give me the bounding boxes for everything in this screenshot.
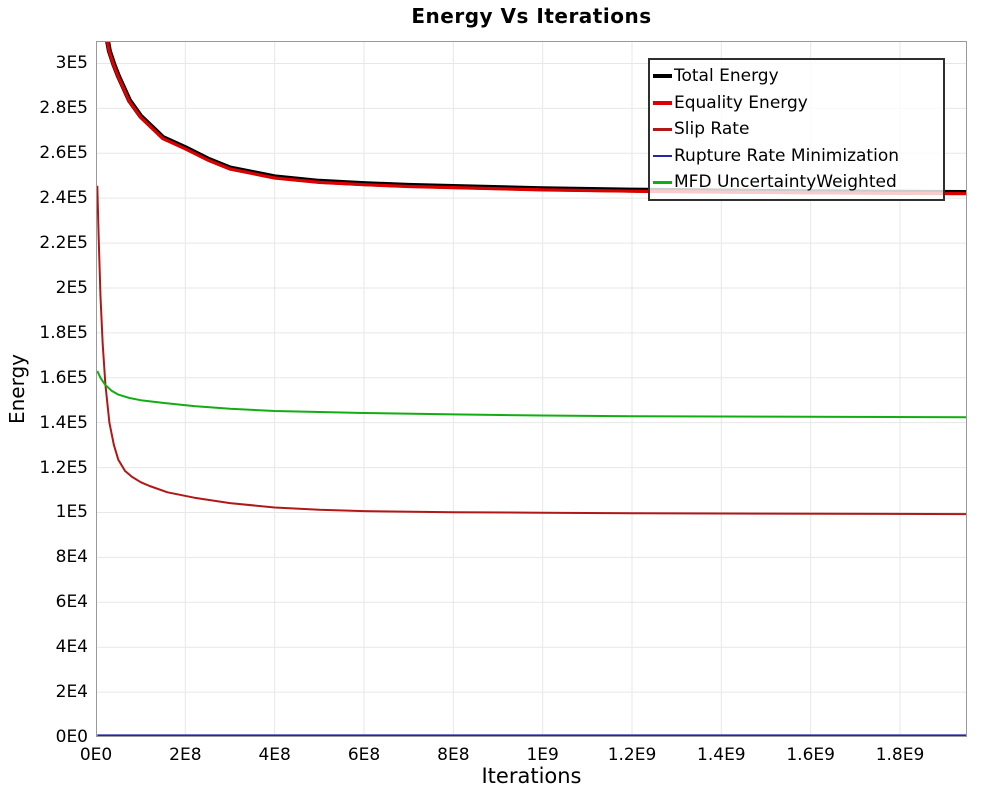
- legend-item-total-energy: Total Energy: [653, 63, 939, 90]
- legend-swatch: [653, 154, 672, 157]
- y-tick-label: 1.2E5: [39, 457, 88, 478]
- x-tick-label: 2E8: [169, 745, 202, 765]
- y-tick-label: 6E4: [55, 592, 88, 613]
- legend-swatch: [653, 128, 672, 131]
- y-tick-label: 2.2E5: [39, 233, 88, 254]
- x-axis-label: Iterations: [481, 764, 582, 788]
- y-tick-label: 2.8E5: [39, 98, 88, 119]
- y-tick-label: 2E4: [55, 682, 88, 703]
- x-tick-label: 0E0: [79, 745, 113, 765]
- legend-swatch: [653, 74, 672, 79]
- legend-label: Equality Energy: [674, 92, 808, 113]
- x-tick-label: 1.6E9: [786, 745, 835, 765]
- legend-item-equality-energy: Equality Energy: [653, 90, 939, 117]
- y-tick-label: 4E4: [55, 637, 88, 658]
- legend-label: Rupture Rate Minimization: [674, 145, 899, 166]
- y-tick-label: 8E4: [55, 547, 88, 568]
- legend-item-rupture-rate-minimization: Rupture Rate Minimization: [653, 143, 939, 170]
- plot-border: [96, 41, 967, 737]
- chart-title: Energy Vs Iterations: [411, 4, 652, 28]
- y-tick-label: 2E5: [55, 277, 88, 298]
- legend-label: Total Energy: [674, 66, 779, 87]
- y-tick-label: 2.6E5: [39, 143, 88, 164]
- legend-swatch: [653, 100, 672, 105]
- legend-label: Slip Rate: [674, 119, 750, 140]
- y-tick-label: 1.8E5: [39, 322, 88, 343]
- legend-label: MFD UncertaintyWeighted: [674, 172, 897, 193]
- x-tick-label: 1.2E9: [607, 745, 657, 765]
- x-tick-label: 1.8E9: [875, 745, 925, 765]
- y-tick-label: 1E5: [55, 502, 88, 523]
- y-tick-label: 0E0: [55, 727, 88, 747]
- x-tick-label: 1.4E9: [697, 745, 746, 765]
- y-tick-label: 2.4E5: [39, 188, 88, 209]
- series-mfd-uncertaintyweighted: [96, 370, 967, 419]
- y-tick-label: 3E5: [55, 53, 88, 74]
- x-tick-label: 1E9: [526, 745, 559, 765]
- legend-item-slip-rate: Slip Rate: [653, 116, 939, 143]
- legend-swatch: [653, 181, 672, 184]
- series-slip-rate: [96, 185, 967, 516]
- y-tick-label: 1.4E5: [39, 412, 88, 433]
- legend: Total Energy Equality Energy Slip Rate Rupt…: [648, 58, 945, 201]
- x-tick-label: 8E8: [437, 745, 470, 765]
- legend-item-mfd-uncertaintyweighted: MFD UncertaintyWeighted: [653, 169, 939, 196]
- x-tick-label: 6E8: [347, 745, 381, 765]
- y-tick-label: 1.6E5: [39, 367, 88, 388]
- x-tick-label: 4E8: [258, 745, 291, 765]
